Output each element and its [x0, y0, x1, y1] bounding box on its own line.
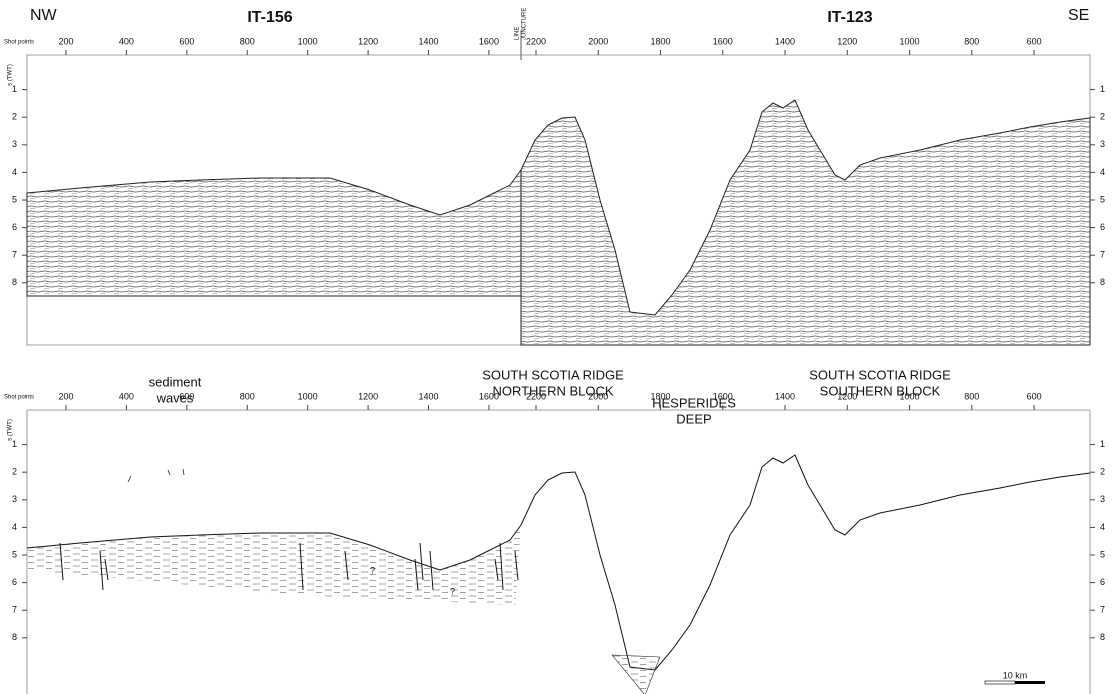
twt-label: 8	[12, 632, 17, 642]
line-title: IT-123	[827, 9, 872, 26]
twt-label: 6	[1100, 222, 1105, 232]
twt-label: 1	[12, 439, 17, 449]
shot-point-label: 1200	[358, 391, 378, 401]
shot-point-label: 2200	[526, 391, 546, 401]
twt-label: 2	[12, 467, 17, 477]
twt-label: 4	[12, 167, 17, 177]
shot-point-label: 600	[1027, 391, 1042, 401]
twt-label: 8	[1100, 277, 1105, 287]
twt-label: 7	[1100, 605, 1105, 615]
twt-label: 3	[12, 494, 17, 504]
annotation: SOUTH SCOTIA RIDGE	[482, 367, 624, 382]
twt-label: 2	[1100, 112, 1105, 122]
twt-label: 4	[1100, 167, 1105, 177]
twt-label: 6	[12, 577, 17, 587]
shot-point-label: 600	[179, 36, 194, 46]
seismic-section	[27, 170, 521, 296]
twt-label: 8	[1100, 632, 1105, 642]
twt-label: 6	[12, 222, 17, 232]
axis-label: s (TWT)	[8, 64, 14, 86]
shot-point-label: 800	[964, 36, 979, 46]
line-title: IT-156	[247, 9, 292, 26]
shot-point-label: 1600	[479, 36, 499, 46]
shot-point-label: 200	[58, 391, 73, 401]
shot-point-label: 1000	[298, 391, 318, 401]
shot-points-label: Shot points	[4, 40, 34, 46]
annotation: sediment	[149, 374, 202, 389]
shot-points-label: Shot points	[4, 395, 34, 401]
shot-point-label: 1400	[419, 391, 439, 401]
twt-label: 8	[12, 277, 17, 287]
se-label: SE	[1068, 7, 1089, 24]
twt-label: 6	[1100, 577, 1105, 587]
twt-label: 5	[12, 549, 17, 559]
shot-point-label: 1400	[775, 36, 795, 46]
twt-label: 1	[1100, 84, 1105, 94]
shot-point-label: 400	[119, 36, 134, 46]
twt-label: 3	[1100, 494, 1105, 504]
shot-point-label: 1600	[713, 36, 733, 46]
twt-label: 7	[1100, 250, 1105, 260]
shot-point-label: 1200	[837, 36, 857, 46]
shot-point-label: 600	[179, 391, 194, 401]
axis-label: s (TWT)	[8, 419, 14, 441]
seismic-section	[521, 100, 1090, 345]
shot-point-label: 1000	[298, 36, 318, 46]
figure: NW IT-156 LINE JUNCTURE IT-123 SE sedime…	[0, 0, 1114, 694]
annotation: SOUTH SCOTIA RIDGE	[809, 367, 951, 382]
scale-bar	[985, 681, 1015, 684]
juncture: JUNCTURE	[522, 8, 528, 40]
arrow	[128, 469, 184, 482]
twt-label: 1	[1100, 439, 1105, 449]
shot-point-label: 1800	[651, 36, 671, 46]
shot-point-label: 800	[240, 391, 255, 401]
twt-label: 3	[12, 139, 17, 149]
twt-label: 4	[1100, 522, 1105, 532]
juncture: LINE	[515, 27, 521, 40]
shot-point-label: 800	[964, 391, 979, 401]
twt-label: 2	[12, 112, 17, 122]
twt-label: 2	[1100, 467, 1105, 477]
twt-label: 7	[12, 605, 17, 615]
shot-point-label: 1400	[419, 36, 439, 46]
shot-point-label: 400	[119, 391, 134, 401]
twt-label: 5	[1100, 549, 1105, 559]
twt-label: 4	[12, 522, 17, 532]
twt-label: 5	[1100, 194, 1105, 204]
shot-point-label: 1600	[479, 391, 499, 401]
shot-point-label: 2200	[526, 36, 546, 46]
shot-point-label: 1000	[900, 391, 920, 401]
twt-label: 1	[12, 84, 17, 94]
shot-point-label: 1000	[900, 36, 920, 46]
twt-label: 5	[12, 194, 17, 204]
shot-point-label: 1200	[837, 391, 857, 401]
basin-fill	[612, 655, 660, 694]
shot-point-label: 200	[58, 36, 73, 46]
shot-point-label: 800	[240, 36, 255, 46]
nw-label: NW	[30, 7, 58, 24]
shot-point-label: 1200	[358, 36, 378, 46]
shot-point-label: 1400	[775, 391, 795, 401]
twt-label: 7	[12, 250, 17, 260]
page: {"header": {"left": "NW", "title_left": …	[0, 0, 1114, 694]
annotation: DEEP	[676, 411, 711, 426]
shot-point-label: 2000	[588, 391, 608, 401]
scale-bar	[1015, 681, 1045, 684]
shot-point-label: 1600	[713, 391, 733, 401]
twt-label: 3	[1100, 139, 1105, 149]
shot-point-label: 1800	[651, 391, 671, 401]
shot-point-label: 2000	[588, 36, 608, 46]
scale-label: 10 km	[1003, 670, 1028, 680]
shot-point-label: 600	[1027, 36, 1042, 46]
